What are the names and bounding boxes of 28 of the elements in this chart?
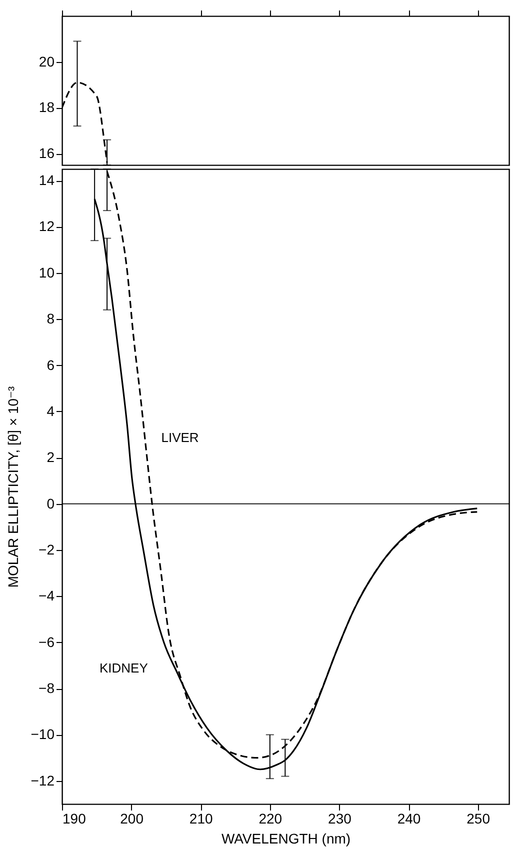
x-tick-label: 250 — [466, 810, 490, 826]
y-tick-label: 14 — [38, 172, 55, 188]
y-tick-label: −4 — [38, 588, 55, 604]
y-tick-label: −8 — [38, 680, 55, 696]
y-tick-label: 4 — [46, 402, 55, 419]
y-tick-label: −10 — [30, 726, 55, 742]
annotation: KIDNEY — [99, 660, 148, 676]
y-tick-label: 20 — [38, 53, 55, 70]
y-tick-label: −6 — [38, 634, 55, 650]
x-tick-label: 240 — [397, 810, 421, 826]
y-tick-label: 10 — [38, 264, 55, 280]
x-tick-label: 220 — [258, 810, 282, 826]
y-tick-label: 12 — [38, 218, 55, 234]
x-tick-label: 230 — [328, 810, 352, 826]
x-axis-title: WAVELENGTH (nm) — [221, 830, 351, 846]
y-tick-label: 16 — [38, 145, 55, 162]
x-tick-label: 190 — [62, 810, 86, 826]
y-tick-label: 6 — [46, 356, 55, 373]
y-tick-label: 2 — [46, 449, 55, 466]
y-tick-label: −2 — [38, 542, 55, 558]
annotation: LIVER — [161, 430, 199, 445]
y-tick-label: 0 — [46, 495, 55, 512]
y-tick-label: 8 — [46, 310, 55, 327]
y-tick-label: 18 — [38, 99, 55, 116]
x-tick-label: 210 — [189, 810, 213, 826]
y-axis-title: MOLAR ELLIPTICITY, [θ] × 10⁻³ — [4, 386, 21, 588]
x-tick-label: 200 — [120, 810, 144, 826]
y-tick-label: −12 — [30, 772, 55, 788]
